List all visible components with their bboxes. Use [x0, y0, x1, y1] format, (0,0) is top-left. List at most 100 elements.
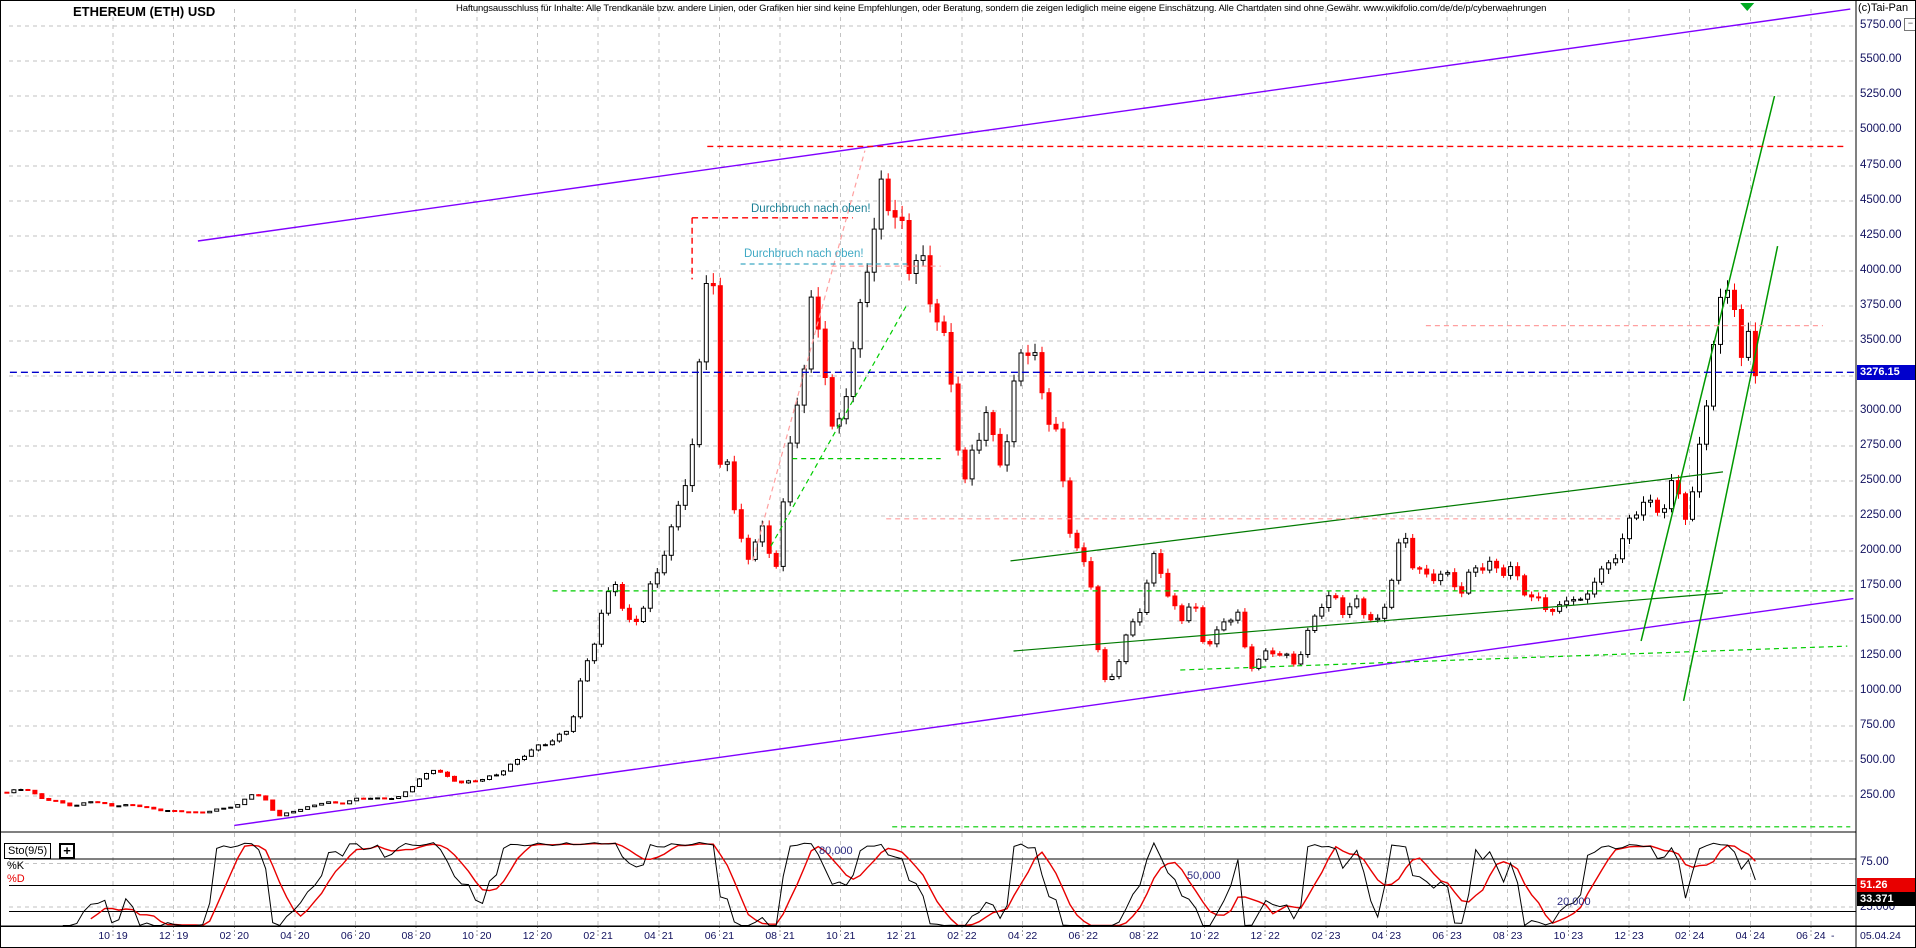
channel-lower-purple[interactable] — [234, 597, 1854, 827]
collapse-icon[interactable]: − — [1904, 18, 1915, 31]
trend-steep-green-2[interactable] — [1682, 245, 1779, 702]
stochastic-k-line — [62, 841, 1756, 927]
stochastic-axis-label-75: 75.00 — [1860, 856, 1889, 868]
x-axis-label-year: 23 — [1510, 930, 1523, 942]
x-axis-label-month: 10 — [1553, 930, 1566, 942]
x-axis-label-year: 20 — [297, 930, 310, 942]
x-axis-label-month: 06 — [704, 930, 717, 942]
x-axis-label-month: 04 — [280, 930, 292, 942]
steep-pink-dashed[interactable] — [752, 150, 866, 561]
y-axis-label: 5500.00 — [1860, 53, 1902, 65]
stochastic-level-50-label: 50,000 — [1187, 870, 1221, 882]
x-axis-label-month: 08 — [1129, 930, 1141, 942]
x-axis-label-month: 02 — [947, 930, 959, 942]
x-axis-label-month: 04 — [1007, 930, 1020, 942]
x-axis-label-month: 04 — [1371, 930, 1384, 942]
x-axis-label-year: 21 — [722, 930, 735, 942]
y-axis-label: 4250.00 — [1860, 229, 1902, 241]
disclaimer-text: Haftungsausschluss für Inhalte: Alle Tre… — [456, 3, 1547, 14]
x-axis-label-month: 12 — [158, 930, 171, 942]
x-axis-label-month: 08 — [401, 930, 414, 942]
x-axis-label-month: 06 — [1432, 930, 1445, 942]
x-axis-label-year: 22 — [1086, 930, 1098, 942]
x-axis-label-year: 22 — [1207, 930, 1220, 942]
y-axis-label: 4000.00 — [1860, 264, 1902, 276]
grid — [9, 9, 1856, 936]
y-axis-label: 2250.00 — [1860, 509, 1902, 521]
stochastic-d-badge: 51.26 — [1857, 878, 1915, 892]
y-axis-label: 4750.00 — [1860, 159, 1902, 171]
x-axis-label-month: 12 — [886, 930, 899, 942]
x-axis-label-year: 19 — [176, 930, 189, 942]
x-axis-label-year: 23 — [1632, 930, 1644, 942]
x-axis-label-month: 12 — [1250, 930, 1263, 942]
x-axis-label-year: 19 — [116, 930, 128, 942]
x-axis-label-year: 22 — [964, 930, 977, 942]
stochastic-panel — [9, 858, 1856, 912]
breakout-annotation-1[interactable]: Durchbruch nach oben! — [751, 203, 871, 215]
stochastic-level-20-label: 20,000 — [1557, 896, 1591, 908]
y-axis-label: 1500.00 — [1860, 614, 1902, 626]
x-axis-label-year: 23 — [1450, 930, 1462, 942]
trend-mid-upper-green[interactable] — [1010, 471, 1724, 562]
x-axis-label-year: 20 — [540, 930, 553, 942]
x-axis-label-year: 21 — [783, 930, 795, 942]
expand-icon[interactable]: + — [59, 843, 75, 859]
x-axis-label-year: 24 — [1753, 930, 1765, 942]
x-axis-label-year: 21 — [904, 930, 916, 942]
stochastic-k-badge: 33.371 — [1857, 892, 1915, 906]
indicator-label[interactable]: Sto(9/5) — [4, 843, 52, 859]
signal-triangle-icon — [1740, 3, 1755, 11]
x-axis-label-year: 23 — [1571, 930, 1584, 942]
x-axis-label-month: 02 — [583, 930, 596, 942]
y-axis-label: 4500.00 — [1860, 194, 1902, 206]
chart-title: ETHEREUM (ETH) USD — [73, 4, 216, 19]
x-axis-label-year: 24 — [1692, 930, 1705, 942]
stochastic-axis-label-25: 25.000 — [1860, 901, 1896, 913]
y-axis-label: 3000.00 — [1860, 404, 1902, 416]
y-axis-label: 250.00 — [1860, 789, 1896, 801]
x-axis-label-month: 04 — [1735, 930, 1748, 942]
x-axis-label-year: 20 — [237, 930, 249, 942]
steep-green-dashed[interactable] — [770, 305, 907, 547]
x-axis-label-month: 08 — [765, 930, 778, 942]
y-axis-label: 1000.00 — [1860, 684, 1902, 696]
x-axis-label-month: 10 — [1189, 930, 1202, 942]
x-axis-label-year: 20 — [479, 930, 492, 942]
x-axis-label-year: 21 — [601, 930, 613, 942]
x-axis-label-month: 06 — [1796, 930, 1808, 942]
low-green-dashed-diagonal[interactable] — [1180, 645, 1848, 671]
stochastic-level-80-label: 80,000 — [819, 845, 853, 857]
x-axis-label-year: 22 — [1025, 930, 1038, 942]
y-axis-label: 5250.00 — [1860, 88, 1902, 100]
x-axis-label-month: 04 — [644, 930, 656, 942]
current-price-badge: 3276.15 — [1857, 365, 1915, 380]
x-axis-label-month: 10 — [98, 930, 110, 942]
breakout-annotation-2[interactable]: Durchbruch nach oben! — [744, 248, 864, 260]
x-axis-label-year: 23 — [1389, 930, 1402, 942]
x-axis-last-date: 05.04.24 — [1860, 930, 1901, 942]
x-axis-label-month: 02 — [1311, 930, 1323, 942]
x-axis-end-dash: - — [1831, 930, 1835, 942]
copyright-label: (c)Tai-Pan — [1858, 2, 1909, 14]
candles — [4, 170, 1758, 817]
x-axis-label-month: 06 — [1068, 930, 1081, 942]
trend-steep-green-1[interactable] — [1640, 95, 1776, 642]
x-axis-label-month: 02 — [219, 930, 232, 942]
y-axis-label: 3500.00 — [1860, 334, 1902, 346]
trend-mid-lower-green[interactable] — [1013, 592, 1724, 652]
y-axis-label: 2000.00 — [1860, 544, 1902, 556]
x-axis-label-year: 20 — [419, 930, 431, 942]
x-axis-label-month: 12 — [1614, 930, 1626, 942]
x-axis-label-year: 22 — [1268, 930, 1280, 942]
y-axis-label: 5750.00 — [1860, 19, 1902, 31]
stochastic-k-legend: %K — [7, 860, 25, 872]
x-axis-label-year: 20 — [358, 930, 371, 942]
x-axis-label-month: 06 — [340, 930, 353, 942]
x-axis-label-month: 08 — [1493, 930, 1505, 942]
y-axis-label: 2750.00 — [1860, 439, 1902, 451]
y-axis-label: 5000.00 — [1860, 123, 1902, 135]
channel-upper-purple[interactable] — [197, 8, 1851, 242]
